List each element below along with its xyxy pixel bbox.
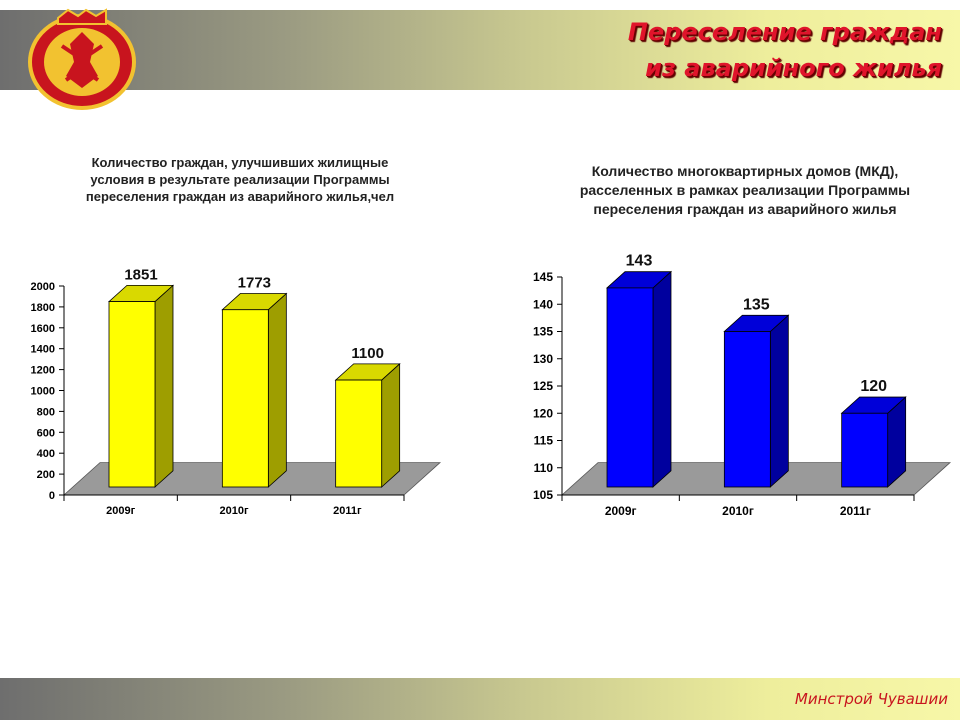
chart-2-x-tick-label: 2011г [840,504,871,518]
chart-2-x-tick-label: 2009г [605,504,637,518]
chart-1-x-tick-label: 2011г [333,505,362,517]
chart-2-y-tick-label: 140 [533,297,553,311]
chart-1-people-bar-chart: 0 200 400 600 800 1000 1200 1400 1600 1800 2000 185… [31,266,442,517]
chart-1-bar-side [154,284,174,488]
chart-1-bar [335,379,383,488]
chart-1-bar-side [381,362,401,488]
chart-1-y-tick-label: 800 [37,406,55,418]
chart-1-bar [221,309,269,488]
chart-2-y-tick-label: 105 [533,488,553,502]
chart-1-y-tick-label: 1800 [31,302,55,314]
chart-2-y-tick-label: 145 [533,270,553,284]
page-title: Переселение граждан из аварийного жилья [628,14,942,86]
chart-2-y-tick-label: 130 [533,352,553,366]
chart-1-bar [108,301,156,488]
chart-2-data-label: 120 [860,378,887,395]
chart-2-data-label: 135 [743,296,770,313]
chart-1-y-tick-label: 2000 [31,281,55,293]
chart-1-data-label: 1773 [238,275,271,292]
chart-2-x-tick-label: 2010г [722,504,754,518]
chart-1-y-tick-label: 200 [37,469,55,481]
chart-1-x-tick-label: 2010г [219,505,248,517]
chart-1-y-tick-label: 1400 [31,344,55,356]
chart-1-y-tick-label: 1000 [31,386,55,398]
chart-1-x-tick-label: 2009г [106,505,135,517]
chart-2-buildings-bar-chart: 105 110 115 120 125 130 135 140 145 143 2009г 135 20… [533,253,952,518]
chart-2-title-line: Количество многоквартирных домов (МКД), [591,163,899,179]
footer-ministry: Минстрой Чувашии [794,690,948,708]
chart-1-y-tick-label: 1600 [31,323,55,335]
chart-2-bar [606,287,654,488]
chart-2-y-tick-label: 110 [534,461,554,475]
chart-1-y-tick-label: 400 [37,448,55,460]
chart-1-y-tick-label: 600 [37,427,55,439]
chart-2-title-line: расселенных в рамках реализации Программ… [579,182,911,198]
chart-1-title: Количество граждан, улучшивших жилищные … [60,154,420,205]
chart-2-bar-side [652,270,672,488]
chart-2-y-tick-label: 125 [533,379,553,393]
chart-1-title-line: переселения граждан из аварийного жилья,… [85,189,395,204]
chart-2-bar [841,412,889,488]
chart-2-y-tick-label: 135 [533,325,553,339]
page-title-line-2: из аварийного жилья [645,54,942,82]
chart-2-data-label: 143 [626,253,653,270]
chart-1-y-tick-label: 0 [49,490,55,502]
chuvashia-coat-of-arms-icon [28,8,136,110]
chart-1-data-label: 1851 [124,266,157,283]
chart-1-title-line: Количество граждан, улучшивших жилищные [91,155,389,170]
header-band [0,10,960,90]
chart-2-bar-side [769,314,789,488]
chart-1-data-label: 1100 [351,345,384,362]
page-title-line-1: Переселение граждан [627,18,942,46]
footer-band [0,678,960,720]
chart-1-title-line: условия в результате реализации Программ… [90,172,390,187]
chart-2-bar [723,331,771,488]
chart-2-title-line: переселения граждан из аварийного жилья [593,201,897,217]
chart-2-y-tick-label: 120 [533,406,553,420]
chart-2-title: Количество многоквартирных домов (МКД), … [540,162,950,219]
chart-1-bar-side [267,292,287,488]
chart-2-y-tick-label: 115 [534,434,554,448]
chart-1-y-tick-label: 1200 [31,365,55,377]
